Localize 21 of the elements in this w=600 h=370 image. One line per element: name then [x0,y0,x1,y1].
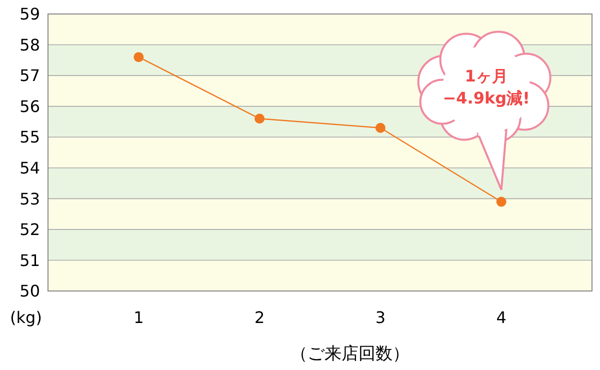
y-tick-label: 59 [20,4,40,24]
point [134,52,144,62]
y-axis-title: (kg) [10,308,42,327]
x-tick-label: 2 [254,308,265,327]
point [375,122,386,133]
y-tick-label: 58 [20,35,40,54]
y-tick-label: 56 [20,96,40,116]
y-tick-label: 51 [20,250,40,270]
y-tick-label: 53 [20,189,40,208]
y-tick-label: 54 [20,158,40,178]
y-tick-label: 57 [20,66,40,86]
y-tick-label: 52 [20,220,40,240]
y-tick-label: 50 [20,282,40,301]
point [254,114,265,124]
x-axis-title: （ご来店回数） [290,344,410,364]
y-tick-label: 55 [20,128,40,147]
annotation: 1ヶ月 −4.9kg減! [442,66,530,108]
x-tick-label: 4 [496,308,506,327]
point [496,196,506,207]
x-tick-label: 3 [375,308,386,327]
x-tick-label: 1 [134,308,144,327]
